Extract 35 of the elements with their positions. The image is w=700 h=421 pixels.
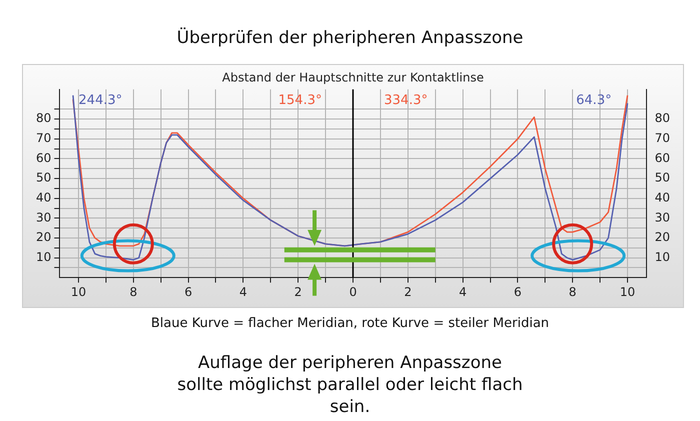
y-tick-label: 50	[36, 170, 52, 185]
x-tick-label: 4	[239, 284, 248, 299]
chart-subtitle: Abstand der Hauptschnitte zur Kontaktlinse	[222, 70, 484, 84]
y2-tick-label: 40	[654, 190, 670, 204]
x-tick-label: 8	[568, 284, 576, 299]
x-tick-label: 0	[349, 284, 357, 299]
x-tick-label: 2	[294, 284, 302, 299]
y2-tick-label: 50	[654, 170, 670, 185]
annotation: 154.3°	[278, 92, 322, 108]
x-tick-label: 4	[458, 284, 467, 299]
y2-tick-label: 80	[654, 111, 670, 126]
y2-tick-label: 20	[654, 230, 670, 244]
x-tick-label: 6	[184, 284, 192, 299]
y-tick-label: 10	[36, 250, 52, 264]
y-tick-label: 20	[36, 230, 52, 244]
x-tick-label: 2	[404, 284, 412, 299]
annotation: 64.3°	[576, 92, 612, 108]
text: Auflage der peripheren Anpasszone sollte möglichst parallel oder leicht flach sein.	[176, 352, 524, 418]
y-tick-label: 80	[36, 111, 52, 126]
y-tick-label: 40	[36, 190, 52, 204]
x-tick-label: 10	[620, 284, 636, 299]
annotation: 334.3°	[384, 92, 428, 108]
chart-title: Überprüfen der pheripheren Anpasszone	[176, 28, 524, 48]
y2-tick-label: 70	[654, 131, 670, 146]
y-tick-label: 70	[36, 131, 52, 146]
x-tick-label: 8	[130, 284, 138, 299]
y-tick-label: 30	[36, 210, 52, 224]
y2-tick-label: 30	[654, 210, 670, 224]
x-tick-label: 6	[514, 284, 522, 299]
annotation: 244.3°	[78, 92, 122, 108]
y2-tick-label: 60	[654, 150, 670, 165]
text: Blaue Kurve = flacher Meridian, rote Kurve = steiler Meridian	[150, 316, 550, 331]
x-tick-label: 10	[70, 284, 86, 299]
y2-tick-label: 10	[654, 250, 670, 264]
y-tick-label: 60	[36, 150, 52, 165]
